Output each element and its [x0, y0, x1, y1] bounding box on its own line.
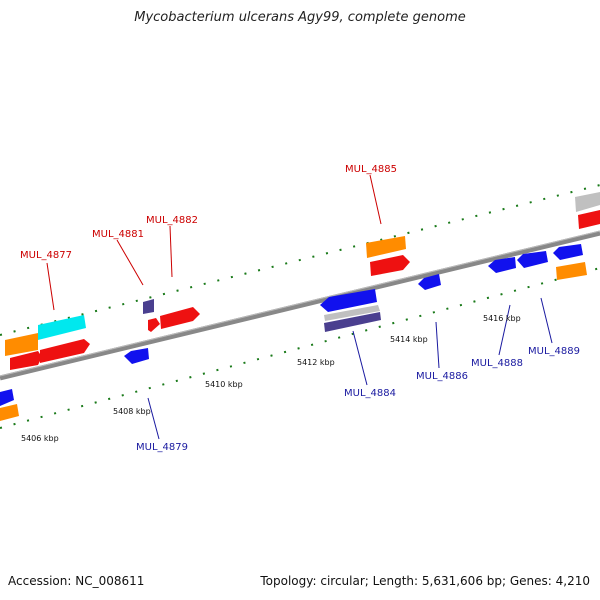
- gene-feature[interactable]: [575, 192, 600, 212]
- gene-label-mul-4877[interactable]: MUL_4877: [20, 250, 72, 261]
- label-leaders: [46, 174, 553, 440]
- genome-backbone: [0, 230, 600, 381]
- gene-feature[interactable]: [488, 257, 516, 273]
- gene-feature[interactable]: [366, 236, 406, 258]
- gene-feature[interactable]: [517, 251, 548, 268]
- gene-label-mul-4884[interactable]: MUL_4884: [344, 388, 396, 399]
- ruler-label: 5408 kbp: [113, 407, 151, 416]
- gene-feature[interactable]: [324, 312, 381, 332]
- gene-feature[interactable]: [418, 274, 441, 290]
- ruler-label: 5414 kbp: [390, 335, 428, 344]
- gene-label-mul-4886[interactable]: MUL_4886: [416, 371, 468, 382]
- gene-feature[interactable]: [578, 210, 600, 229]
- ruler-label: 5410 kbp: [205, 380, 243, 389]
- reverse-features: [0, 244, 587, 421]
- gene-label-mul-4882[interactable]: MUL_4882: [146, 215, 198, 226]
- gene-label-mul-4881[interactable]: MUL_4881: [92, 229, 144, 240]
- gene-feature[interactable]: [38, 315, 86, 340]
- gene-feature[interactable]: [324, 305, 380, 321]
- gene-label-mul-4879[interactable]: MUL_4879: [136, 442, 188, 453]
- ruler-label: 5412 kbp: [297, 358, 335, 367]
- gene-label-mul-4889[interactable]: MUL_4889: [528, 346, 580, 357]
- gene-feature[interactable]: [10, 351, 42, 370]
- ruler-label: 5416 kbp: [483, 314, 521, 323]
- accession-text: Accession: NC_008611: [8, 574, 145, 588]
- ruler-label: 5406 kbp: [21, 434, 59, 443]
- gene-feature[interactable]: [0, 389, 14, 406]
- upper-tick-track: [0, 184, 600, 336]
- lower-tick-track: [0, 267, 600, 429]
- gene-feature[interactable]: [124, 348, 149, 364]
- gene-feature[interactable]: [160, 307, 200, 329]
- gene-feature[interactable]: [5, 333, 38, 356]
- gene-feature[interactable]: [320, 289, 377, 312]
- topology-text: Topology: circular; Length: 5,631,606 bp…: [260, 574, 590, 588]
- forward-features: [5, 192, 600, 370]
- gene-feature[interactable]: [553, 244, 583, 260]
- backbone-highlight: [0, 230, 600, 377]
- gene-feature[interactable]: [143, 299, 154, 314]
- gene-label-mul-4885[interactable]: MUL_4885: [345, 164, 397, 175]
- gene-feature[interactable]: [148, 318, 160, 332]
- genome-map-title: Mycobacterium ulcerans Agy99, complete g…: [134, 10, 466, 25]
- gene-feature[interactable]: [556, 262, 587, 280]
- gene-feature[interactable]: [0, 404, 19, 421]
- gene-label-mul-4888[interactable]: MUL_4888: [471, 358, 523, 369]
- gene-feature[interactable]: [370, 255, 410, 276]
- gene-feature[interactable]: [40, 339, 90, 363]
